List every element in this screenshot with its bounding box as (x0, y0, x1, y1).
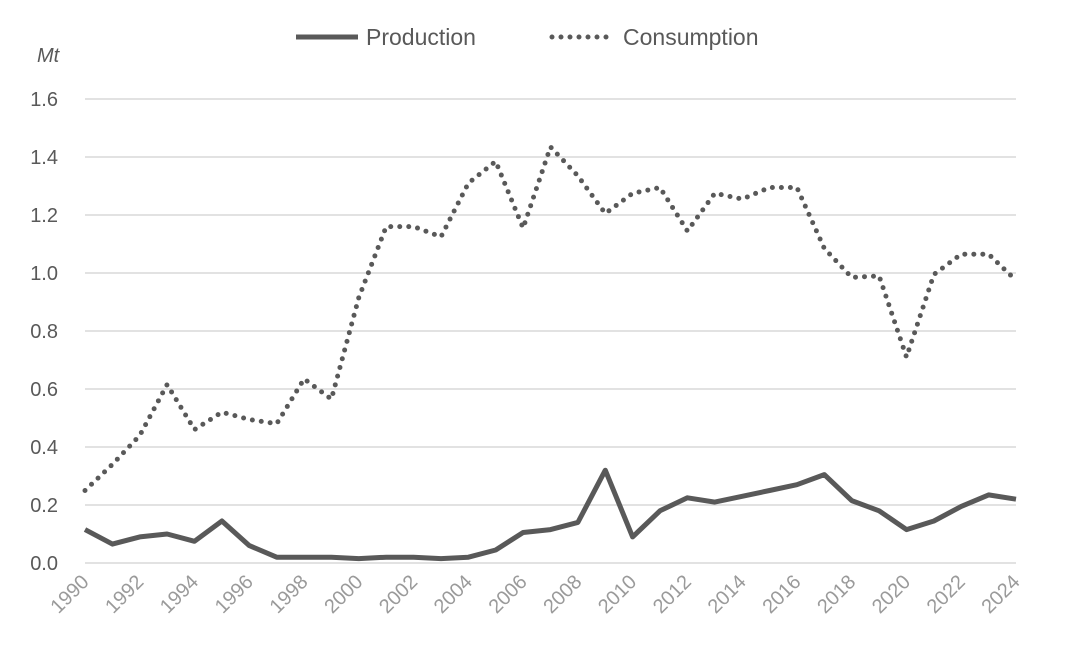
x-tick-label: 1998 (266, 571, 313, 618)
x-tick-label: 2008 (539, 571, 586, 618)
x-tick-label: 2016 (758, 571, 805, 618)
x-tick-label: 2018 (813, 571, 860, 618)
legend-production-label: Production (366, 24, 476, 50)
y-tick-label: 0.6 (30, 379, 58, 401)
series-line-consumption (82, 144, 1019, 493)
y-axis-tick-labels: 0.0 0.2 0.4 0.6 0.8 1.0 1.2 1.4 1.6 (30, 89, 58, 575)
x-tick-label: 1992 (101, 571, 148, 618)
y-tick-label: 1.0 (30, 263, 58, 285)
y-tick-label: 0.0 (30, 553, 58, 575)
legend: Production Consumption (296, 24, 759, 50)
series-line-production (83, 467, 1017, 562)
y-tick-label: 1.2 (30, 205, 58, 227)
y-tick-label: 1.6 (30, 89, 58, 111)
x-tick-label: 2006 (485, 571, 532, 618)
y-tick-label: 0.2 (30, 495, 58, 517)
y-axis-unit-label: Mt (37, 45, 61, 67)
series-layer (82, 144, 1019, 562)
x-tick-label: 2020 (868, 571, 915, 618)
y-tick-label: 0.8 (30, 321, 58, 343)
legend-consumption-label: Consumption (623, 24, 759, 50)
gridlines (85, 98, 1016, 506)
x-axis-tick-labels: 1990 1992 1994 1996 1998 2000 2002 2004 2006 2008… (47, 571, 1025, 618)
x-tick-label: 2002 (375, 571, 422, 618)
x-tick-label: 1996 (211, 571, 258, 618)
x-tick-label: 2000 (320, 571, 367, 618)
x-tick-label: 2004 (430, 571, 477, 618)
x-tick-label: 2024 (978, 571, 1025, 618)
y-tick-label: 0.4 (30, 437, 58, 459)
x-tick-label: 1990 (47, 571, 94, 618)
x-tick-label: 2010 (594, 571, 641, 618)
x-tick-label: 2014 (704, 571, 751, 618)
x-tick-label: 2022 (923, 571, 970, 618)
y-tick-label: 1.4 (30, 147, 58, 169)
x-tick-label: 1994 (156, 571, 203, 618)
x-tick-label: 2012 (649, 571, 696, 618)
